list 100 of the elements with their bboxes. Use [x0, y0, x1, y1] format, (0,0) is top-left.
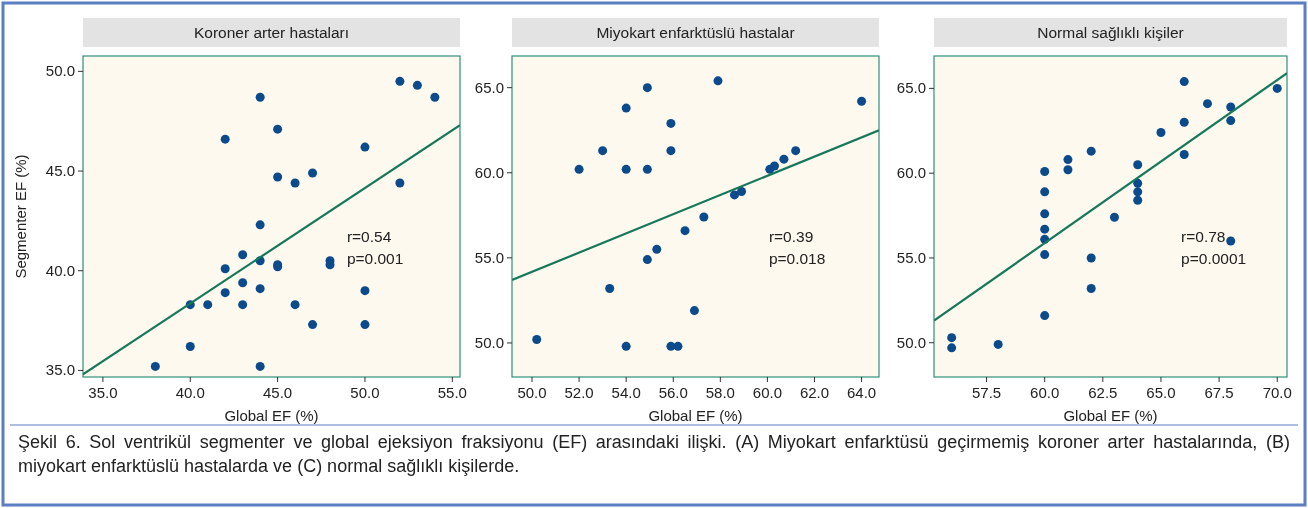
- point: [1040, 166, 1050, 176]
- annotation: r=0.78: [1181, 228, 1226, 246]
- point: [1040, 250, 1050, 260]
- point: [1109, 212, 1119, 222]
- annotation: p=0.001: [346, 250, 404, 268]
- point: [1063, 155, 1073, 165]
- point: [1133, 195, 1143, 205]
- x-tick-label: 62.5: [1088, 384, 1118, 401]
- point: [857, 96, 867, 106]
- point: [769, 161, 779, 171]
- point: [308, 320, 318, 330]
- point: [1133, 187, 1143, 197]
- point: [1226, 236, 1236, 246]
- x-tick-label: 60.0: [752, 384, 783, 401]
- point: [729, 190, 739, 200]
- point: [574, 164, 584, 174]
- x-tick-label: 50.0: [350, 384, 380, 401]
- point: [713, 76, 723, 86]
- x-tick-label: 35.0: [88, 384, 118, 401]
- y-tick-label: 50.0: [474, 333, 504, 351]
- point: [273, 172, 283, 182]
- point: [532, 335, 542, 345]
- point: [689, 306, 699, 316]
- x-axis-title: Global EF (%): [224, 407, 319, 424]
- point: [1040, 224, 1050, 234]
- point: [621, 341, 631, 351]
- point: [947, 343, 957, 353]
- x-tick-label: 60.0: [1030, 384, 1060, 401]
- y-tick-label: 50.0: [896, 333, 926, 351]
- annotation: p=0.0001: [1181, 250, 1247, 268]
- point: [605, 284, 615, 293]
- point: [238, 300, 248, 310]
- point: [290, 178, 300, 188]
- point: [360, 286, 370, 296]
- chart-title: Koroner arter hastaları: [193, 24, 350, 41]
- point: [395, 178, 405, 188]
- point: [1272, 83, 1282, 93]
- point: [1133, 160, 1143, 170]
- x-tick-label: 62.0: [799, 384, 830, 401]
- point: [699, 212, 709, 222]
- point: [255, 361, 265, 371]
- point: [1202, 99, 1212, 109]
- annotation: r=0.54: [346, 228, 392, 246]
- x-tick-label: 54.0: [611, 384, 641, 401]
- point: [1040, 209, 1050, 219]
- point: [1086, 146, 1096, 156]
- point: [621, 103, 631, 113]
- x-tick-label: 70.0: [1262, 384, 1292, 401]
- point: [666, 146, 676, 156]
- point: [1040, 311, 1050, 321]
- y-tick-label: 55.0: [896, 248, 926, 266]
- x-tick-label: 56.0: [658, 384, 688, 401]
- point: [666, 118, 676, 128]
- point: [1063, 165, 1073, 175]
- x-tick-label: 40.0: [175, 384, 205, 401]
- point: [737, 186, 747, 196]
- point: [238, 250, 248, 260]
- point: [430, 92, 440, 102]
- point: [791, 146, 801, 156]
- point: [290, 300, 300, 310]
- point: [1226, 102, 1236, 112]
- point: [680, 226, 690, 236]
- y-tick-label: 35.0: [45, 361, 75, 379]
- point: [1226, 116, 1236, 126]
- text: Şekil 6. Sol ventrikül segmenter ve global ejeksiyon fraksiyonu (EF) arasındaki ilişki. (A) Miyokart enfarktüsü geçirmemiş koroner arter hastalarında, (B) miyokart enfarktüslü hastalarda ve (C) normal sağlıklı kişilerde.: [18, 431, 1290, 478]
- point: [652, 244, 662, 254]
- point: [1040, 187, 1050, 197]
- y-tick-label: 40.0: [45, 261, 75, 279]
- point: [621, 164, 631, 174]
- point: [1156, 127, 1166, 137]
- point: [238, 278, 248, 288]
- point: [220, 288, 230, 298]
- point: [993, 339, 1003, 349]
- annotation: r=0.39: [768, 228, 814, 246]
- point: [779, 154, 789, 164]
- x-tick-label: 45.0: [263, 384, 293, 401]
- y-tick-label: 50.0: [45, 62, 75, 80]
- point: [273, 124, 283, 134]
- x-tick-label: 55.0: [437, 384, 467, 401]
- point: [150, 361, 160, 371]
- point: [642, 255, 652, 265]
- point: [360, 142, 370, 152]
- annotation: p=0.018: [768, 250, 826, 268]
- chart-title: Normal sağlıklı kişiler: [1037, 24, 1184, 41]
- point: [220, 264, 230, 274]
- y-tick-label: 45.0: [45, 162, 75, 180]
- y-axis-title: Segmenter EF (%): [12, 154, 29, 279]
- x-axis-title: Global EF (%): [648, 407, 743, 424]
- point: [203, 300, 213, 310]
- y-tick-label: 55.0: [474, 248, 504, 266]
- y-tick-label: 65.0: [474, 78, 504, 96]
- point: [1179, 77, 1189, 87]
- point: [673, 341, 683, 351]
- point: [947, 333, 957, 343]
- point: [642, 164, 652, 174]
- point: [642, 83, 652, 93]
- x-tick-label: 67.5: [1204, 384, 1234, 401]
- y-tick-label: 65.0: [896, 79, 926, 97]
- chart-title: Miyokart enfarktüslü hastalar: [596, 24, 795, 41]
- point: [308, 168, 318, 178]
